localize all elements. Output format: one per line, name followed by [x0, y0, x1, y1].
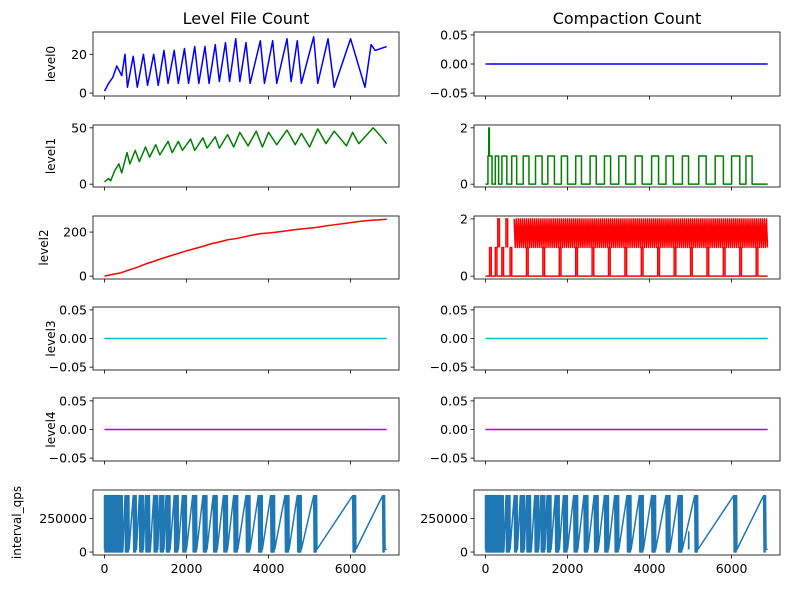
- y-tick-label: 50: [71, 120, 87, 135]
- row-label-level3: level3: [44, 320, 58, 356]
- panel-r2-c0: 0 200: [63, 216, 399, 284]
- x-tick-label: 4000: [253, 561, 285, 576]
- column-title-compaction-count: Compaction Count: [553, 9, 702, 28]
- y-tick-label: 2: [460, 120, 468, 135]
- data-layer: [104, 496, 386, 552]
- panel-r3-c0: 0.05 0.00 −0.05: [49, 302, 399, 374]
- panel-r3-c1: 0.05 0.00 −0.05: [430, 302, 780, 374]
- y-tick-label: 0.00: [440, 57, 468, 72]
- y-tick-label: 0: [79, 177, 87, 192]
- y-tick-label: 0: [79, 545, 87, 560]
- panel-r5-c1: 0 250000 0 2000 4000 6000: [420, 490, 780, 576]
- panel-r2-c1: 02: [460, 211, 780, 283]
- y-tick-label: 0: [79, 269, 87, 284]
- series-line: [485, 156, 767, 184]
- axes-frame: [93, 32, 399, 96]
- y-tick-label: −0.05: [49, 451, 87, 466]
- x-tick-label: 2000: [171, 561, 203, 576]
- column-title-level-file-count: Level File Count: [183, 9, 310, 28]
- panel-r4-c0: 0.05 0.00 −0.05: [49, 393, 399, 465]
- row-label-level1: level1: [44, 138, 58, 174]
- y-tick-label: 0.00: [440, 331, 468, 346]
- y-tick-label: 0: [460, 269, 468, 284]
- series-line: [485, 496, 767, 552]
- x-tick-label: 6000: [335, 561, 367, 576]
- panel-r4-c1: 0.05 0.00 −0.05: [430, 393, 780, 465]
- data-layer: [485, 128, 767, 184]
- y-tick-label: 0: [79, 86, 87, 101]
- data-layer: [104, 128, 386, 182]
- series-spike: [489, 128, 490, 156]
- y-tick-label: 2: [460, 211, 468, 226]
- series-line: [104, 496, 386, 552]
- panel-r1-c1: 02: [460, 120, 780, 191]
- y-tick-label: 0.00: [440, 422, 468, 437]
- data-layer: [104, 219, 386, 276]
- y-tick-label: 0.05: [59, 302, 87, 317]
- x-tick-label: 6000: [716, 561, 748, 576]
- series-line: [104, 219, 386, 276]
- y-tick-label: 0: [460, 545, 468, 560]
- data-layer: [104, 37, 386, 91]
- x-tick-label: 0: [482, 561, 490, 576]
- y-tick-label: −0.05: [430, 86, 468, 101]
- x-tick-label: 2000: [552, 561, 584, 576]
- row-label-level0: level0: [44, 46, 58, 82]
- x-tick-label: 0: [101, 561, 109, 576]
- y-tick-label: 0.00: [59, 331, 87, 346]
- series-line-dense: [514, 219, 767, 248]
- series-spike: [506, 219, 508, 248]
- y-tick-label: 250000: [420, 511, 468, 526]
- row-label-level4: level4: [44, 411, 58, 447]
- y-tick-label: 200: [63, 225, 87, 240]
- series-line: [104, 128, 386, 182]
- series-spike: [498, 219, 500, 248]
- row-label-level2: level2: [37, 229, 51, 265]
- y-tick-label: 0.05: [440, 393, 468, 408]
- panel-r0-c1: 0.05 0.00 −0.05: [430, 27, 780, 100]
- y-tick-label: 20: [71, 47, 87, 62]
- y-tick-label: 0.05: [59, 393, 87, 408]
- y-tick-label: 0.00: [59, 422, 87, 437]
- y-tick-label: −0.05: [430, 451, 468, 466]
- y-tick-label: 0.05: [440, 302, 468, 317]
- panel-r0-c0: 0 20: [71, 32, 399, 101]
- series-line: [104, 37, 386, 91]
- row-label-interval-qps: interval_qps: [10, 486, 24, 559]
- x-tick-label: 4000: [634, 561, 666, 576]
- data-layer: [485, 496, 767, 552]
- y-tick-label: 250000: [39, 511, 87, 526]
- panel-r5-c0: 0 250000 0 2000 4000 6000: [39, 490, 399, 576]
- y-tick-label: 0: [460, 177, 468, 192]
- axes-frame: [93, 216, 399, 279]
- y-tick-label: −0.05: [49, 360, 87, 375]
- y-tick-label: 0.05: [440, 27, 468, 42]
- y-tick-label: −0.05: [430, 360, 468, 375]
- series-line-base: [485, 248, 767, 277]
- panel-r1-c0: 0 50: [71, 120, 399, 191]
- data-layer: [485, 219, 767, 276]
